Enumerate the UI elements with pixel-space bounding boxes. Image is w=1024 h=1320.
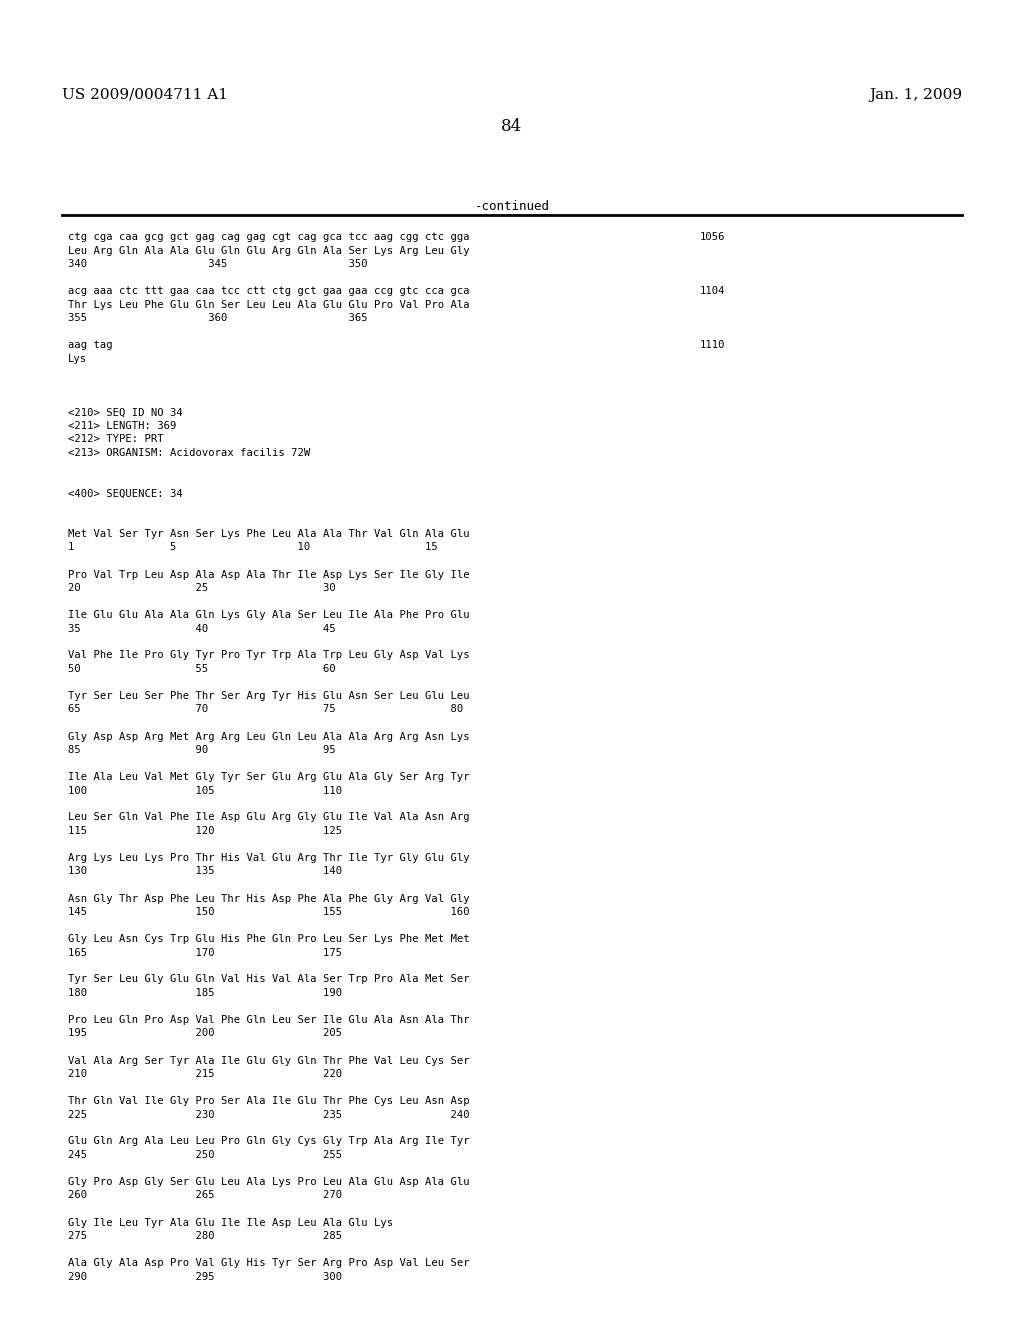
Text: Tyr Ser Leu Ser Phe Thr Ser Arg Tyr His Glu Asn Ser Leu Glu Leu: Tyr Ser Leu Ser Phe Thr Ser Arg Tyr His … bbox=[68, 690, 470, 701]
Text: 260                 265                 270: 260 265 270 bbox=[68, 1191, 342, 1200]
Text: 340                   345                   350: 340 345 350 bbox=[68, 259, 368, 269]
Text: Leu Ser Gln Val Phe Ile Asp Glu Arg Gly Glu Ile Val Ala Asn Arg: Leu Ser Gln Val Phe Ile Asp Glu Arg Gly … bbox=[68, 813, 470, 822]
Text: 165                 170                 175: 165 170 175 bbox=[68, 948, 342, 957]
Text: Val Phe Ile Pro Gly Tyr Pro Tyr Trp Ala Trp Leu Gly Asp Val Lys: Val Phe Ile Pro Gly Tyr Pro Tyr Trp Ala … bbox=[68, 651, 470, 660]
Text: 1110: 1110 bbox=[700, 341, 725, 350]
Text: 1               5                   10                  15: 1 5 10 15 bbox=[68, 543, 437, 553]
Text: Ile Ala Leu Val Met Gly Tyr Ser Glu Arg Glu Ala Gly Ser Arg Tyr: Ile Ala Leu Val Met Gly Tyr Ser Glu Arg … bbox=[68, 772, 470, 781]
Text: Met Val Ser Tyr Asn Ser Lys Phe Leu Ala Ala Thr Val Gln Ala Glu: Met Val Ser Tyr Asn Ser Lys Phe Leu Ala … bbox=[68, 529, 470, 539]
Text: <212> TYPE: PRT: <212> TYPE: PRT bbox=[68, 434, 164, 445]
Text: <211> LENGTH: 369: <211> LENGTH: 369 bbox=[68, 421, 176, 432]
Text: 130                 135                 140: 130 135 140 bbox=[68, 866, 342, 876]
Text: 290                 295                 300: 290 295 300 bbox=[68, 1271, 342, 1282]
Text: 275                 280                 285: 275 280 285 bbox=[68, 1232, 342, 1241]
Text: 245                 250                 255: 245 250 255 bbox=[68, 1150, 342, 1160]
Text: 50                  55                  60: 50 55 60 bbox=[68, 664, 336, 675]
Text: Gly Asp Asp Arg Met Arg Arg Leu Gln Leu Ala Ala Arg Arg Asn Lys: Gly Asp Asp Arg Met Arg Arg Leu Gln Leu … bbox=[68, 731, 470, 742]
Text: Glu Gln Arg Ala Leu Leu Pro Gln Gly Cys Gly Trp Ala Arg Ile Tyr: Glu Gln Arg Ala Leu Leu Pro Gln Gly Cys … bbox=[68, 1137, 470, 1147]
Text: 180                 185                 190: 180 185 190 bbox=[68, 987, 342, 998]
Text: 210                 215                 220: 210 215 220 bbox=[68, 1069, 342, 1078]
Text: Asn Gly Thr Asp Phe Leu Thr His Asp Phe Ala Phe Gly Arg Val Gly: Asn Gly Thr Asp Phe Leu Thr His Asp Phe … bbox=[68, 894, 470, 903]
Text: aag tag: aag tag bbox=[68, 341, 113, 350]
Text: Gly Ile Leu Tyr Ala Glu Ile Ile Asp Leu Ala Glu Lys: Gly Ile Leu Tyr Ala Glu Ile Ile Asp Leu … bbox=[68, 1217, 393, 1228]
Text: 355                   360                   365: 355 360 365 bbox=[68, 313, 368, 323]
Text: <400> SEQUENCE: 34: <400> SEQUENCE: 34 bbox=[68, 488, 182, 499]
Text: acg aaa ctc ttt gaa caa tcc ctt ctg gct gaa gaa ccg gtc cca gca: acg aaa ctc ttt gaa caa tcc ctt ctg gct … bbox=[68, 286, 470, 296]
Text: Leu Arg Gln Ala Ala Glu Gln Glu Arg Gln Ala Ser Lys Arg Leu Gly: Leu Arg Gln Ala Ala Glu Gln Glu Arg Gln … bbox=[68, 246, 470, 256]
Text: Val Ala Arg Ser Tyr Ala Ile Glu Gly Gln Thr Phe Val Leu Cys Ser: Val Ala Arg Ser Tyr Ala Ile Glu Gly Gln … bbox=[68, 1056, 470, 1065]
Text: Pro Val Trp Leu Asp Ala Asp Ala Thr Ile Asp Lys Ser Ile Gly Ile: Pro Val Trp Leu Asp Ala Asp Ala Thr Ile … bbox=[68, 569, 470, 579]
Text: 115                 120                 125: 115 120 125 bbox=[68, 826, 342, 836]
Text: ctg cga caa gcg gct gag cag gag cgt cag gca tcc aag cgg ctc gga: ctg cga caa gcg gct gag cag gag cgt cag … bbox=[68, 232, 470, 242]
Text: Gly Pro Asp Gly Ser Glu Leu Ala Lys Pro Leu Ala Glu Asp Ala Glu: Gly Pro Asp Gly Ser Glu Leu Ala Lys Pro … bbox=[68, 1177, 470, 1187]
Text: US 2009/0004711 A1: US 2009/0004711 A1 bbox=[62, 88, 228, 102]
Text: Gly Leu Asn Cys Trp Glu His Phe Gln Pro Leu Ser Lys Phe Met Met: Gly Leu Asn Cys Trp Glu His Phe Gln Pro … bbox=[68, 935, 470, 944]
Text: Thr Lys Leu Phe Glu Gln Ser Leu Leu Ala Glu Glu Pro Val Pro Ala: Thr Lys Leu Phe Glu Gln Ser Leu Leu Ala … bbox=[68, 300, 470, 309]
Text: 65                  70                  75                  80: 65 70 75 80 bbox=[68, 705, 463, 714]
Text: Jan. 1, 2009: Jan. 1, 2009 bbox=[869, 88, 962, 102]
Text: 20                  25                  30: 20 25 30 bbox=[68, 583, 336, 593]
Text: 84: 84 bbox=[502, 117, 522, 135]
Text: 35                  40                  45: 35 40 45 bbox=[68, 623, 336, 634]
Text: 100                 105                 110: 100 105 110 bbox=[68, 785, 342, 796]
Text: 1056: 1056 bbox=[700, 232, 725, 242]
Text: 225                 230                 235                 240: 225 230 235 240 bbox=[68, 1110, 470, 1119]
Text: Ala Gly Ala Asp Pro Val Gly His Tyr Ser Arg Pro Asp Val Leu Ser: Ala Gly Ala Asp Pro Val Gly His Tyr Ser … bbox=[68, 1258, 470, 1269]
Text: Lys: Lys bbox=[68, 354, 87, 363]
Text: Tyr Ser Leu Gly Glu Gln Val His Val Ala Ser Trp Pro Ala Met Ser: Tyr Ser Leu Gly Glu Gln Val His Val Ala … bbox=[68, 974, 470, 985]
Text: <210> SEQ ID NO 34: <210> SEQ ID NO 34 bbox=[68, 408, 182, 417]
Text: 1104: 1104 bbox=[700, 286, 725, 296]
Text: 85                  90                  95: 85 90 95 bbox=[68, 744, 336, 755]
Text: Arg Lys Leu Lys Pro Thr His Val Glu Arg Thr Ile Tyr Gly Glu Gly: Arg Lys Leu Lys Pro Thr His Val Glu Arg … bbox=[68, 853, 470, 863]
Text: -continued: -continued bbox=[474, 201, 550, 213]
Text: 195                 200                 205: 195 200 205 bbox=[68, 1028, 342, 1039]
Text: Ile Glu Glu Ala Ala Gln Lys Gly Ala Ser Leu Ile Ala Phe Pro Glu: Ile Glu Glu Ala Ala Gln Lys Gly Ala Ser … bbox=[68, 610, 470, 620]
Text: Thr Gln Val Ile Gly Pro Ser Ala Ile Glu Thr Phe Cys Leu Asn Asp: Thr Gln Val Ile Gly Pro Ser Ala Ile Glu … bbox=[68, 1096, 470, 1106]
Text: Pro Leu Gln Pro Asp Val Phe Gln Leu Ser Ile Glu Ala Asn Ala Thr: Pro Leu Gln Pro Asp Val Phe Gln Leu Ser … bbox=[68, 1015, 470, 1026]
Text: 145                 150                 155                 160: 145 150 155 160 bbox=[68, 907, 470, 917]
Text: <213> ORGANISM: Acidovorax facilis 72W: <213> ORGANISM: Acidovorax facilis 72W bbox=[68, 447, 310, 458]
